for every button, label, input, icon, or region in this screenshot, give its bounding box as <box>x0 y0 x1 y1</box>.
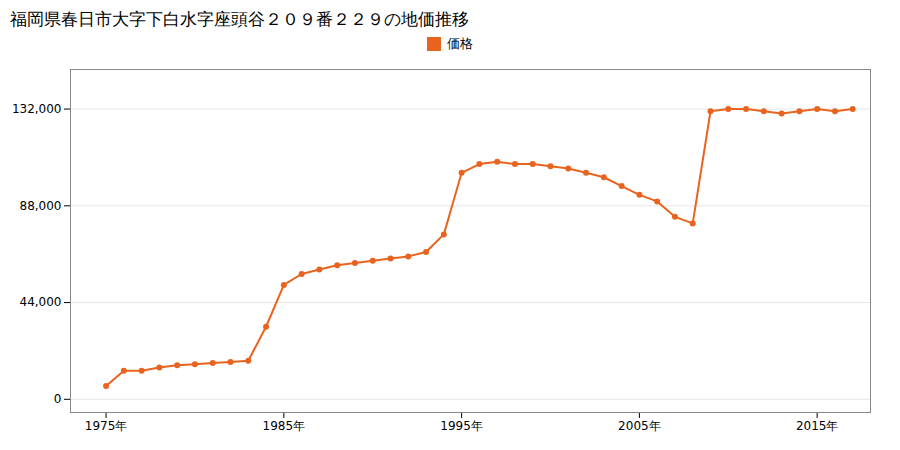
svg-text:1985年: 1985年 <box>263 419 306 433</box>
svg-text:2015年: 2015年 <box>796 419 839 433</box>
svg-text:1975年: 1975年 <box>85 419 128 433</box>
svg-text:132,000: 132,000 <box>12 102 62 116</box>
svg-text:2005年: 2005年 <box>618 419 661 433</box>
svg-text:88,000: 88,000 <box>20 199 62 213</box>
svg-text:1995年: 1995年 <box>440 419 483 433</box>
svg-text:44,000: 44,000 <box>20 295 62 309</box>
html-text:福岡県春日市大字下白水字座頭谷２０９番２２９の地価推移: 福岡県春日市大字下白水字座頭谷２０９番２２９の地価推移 <box>10 9 469 29</box>
svg-text:0: 0 <box>54 392 62 406</box>
html-text:価格: 価格 <box>447 36 473 51</box>
